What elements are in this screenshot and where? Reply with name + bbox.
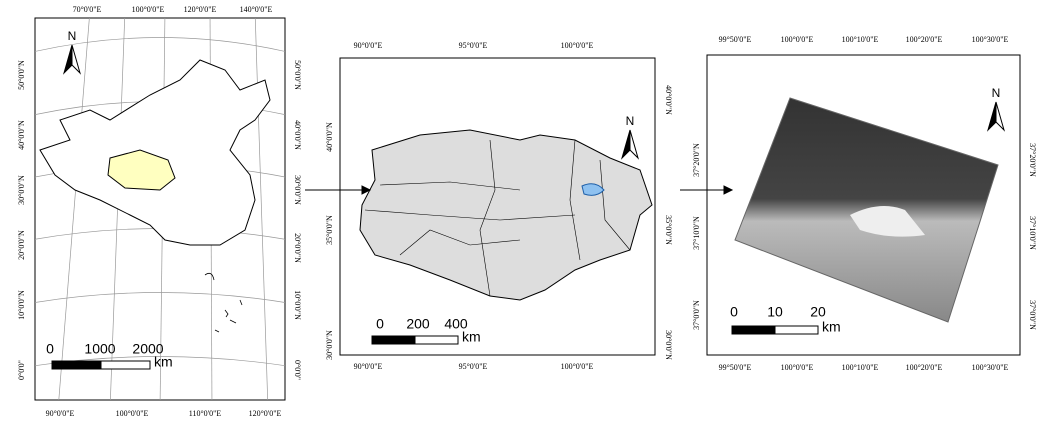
longitude-label: 90°0'0"E [354,41,383,50]
latitude-label: 37°20'0"N [692,143,701,177]
longitude-label: 100°0'0"E [781,363,814,372]
longitude-label: 95°0'0"E [459,41,488,50]
latitude-label: 37°10'0"N [692,216,701,250]
longitude-label: 100°20'0"E [906,363,943,372]
longitude-label: 120°0'0"E [249,409,282,418]
north-label: N [68,29,77,43]
north-label: N [626,114,635,128]
scale-label: 0 [376,316,384,332]
scale-bar-black [732,326,775,334]
longitude-label: 100°0'0"E [561,41,594,50]
scale-bar-black [372,336,415,344]
longitude-label: 95°0'0"E [459,362,488,371]
latitude-label: 37°10'0"N [1028,216,1037,250]
latitude-label: 30°0'0"N [17,175,26,205]
longitude-label: 100°0'0"E [116,409,149,418]
latitude-label: 20°0'0"N [293,233,302,263]
longitude-label: 140°0'0"E [240,5,273,14]
latitude-label: 35°0'0"N [664,215,673,245]
longitude-label: 100°30'0"E [972,363,1009,372]
scale-bar-black [52,361,101,369]
scale-bar-white [775,326,818,334]
longitude-label: 100°20'0"E [906,35,943,44]
scale-label: 20 [810,304,826,320]
latitude-label: 37°20'0"N [1028,143,1037,177]
longitude-label: 100°0'0"E [561,362,594,371]
longitude-label: 90°0'0"E [46,409,75,418]
scale-label: 1000 [84,341,115,357]
figure: 70°0'0"E 100°0'0"E 120°0'0"E 140°0'0"E 90°0'… [0,0,1045,423]
scale-bar-white [101,361,150,369]
scale-bar-white [415,336,458,344]
latitude-label: 37°0'0"N [1028,300,1037,330]
latitude-label: 30°0'0"N [664,330,673,360]
scale-label: 200 [406,316,430,332]
scale-unit: km [822,319,841,335]
latitude-label: 20°0'0"N [17,230,26,260]
longitude-label: 99°50'0"E [719,363,752,372]
latitude-label: 10°0'0"N [17,290,26,320]
latitude-label: 0°0'0" [293,360,302,380]
longitude-label: 110°0'0"E [189,409,222,418]
latitude-label: 50°0'0"N [293,60,302,90]
longitude-label: 100°10'0"E [842,363,879,372]
longitude-label: 100°30'0"E [972,35,1009,44]
longitude-label: 90°0'0"E [354,362,383,371]
longitude-label: 99°50'0"E [719,35,752,44]
longitude-label: 100°10'0"E [842,35,879,44]
latitude-label: 40°0'0"N [17,120,26,150]
latitude-label: 30°0'0"N [293,175,302,205]
scale-label: 0 [46,341,54,357]
latitude-label: 37°0'0"N [692,300,701,330]
scale-label: 10 [767,304,783,320]
latitude-label: 50°0'0"N [17,60,26,90]
longitude-label: 100°0'0"E [132,5,165,14]
latitude-label: 40°0'0"N [325,122,334,152]
north-label: N [992,86,1001,100]
latitude-label: 10°0'0"N [293,290,302,320]
latitude-label: 40°0'0"N [664,85,673,115]
scale-unit: km [154,354,173,370]
longitude-label: 100°0'0"E [781,35,814,44]
scale-label: 0 [730,304,738,320]
longitude-label: 120°0'0"E [184,5,217,14]
latitude-label: 40°0'0"N [293,120,302,150]
scale-unit: km [462,329,481,345]
latitude-label: 0°0'0" [17,360,26,380]
longitude-label: 70°0'0"E [73,5,102,14]
latitude-label: 35°0'0"N [325,215,334,245]
latitude-label: 30°0'0"N [325,330,334,360]
